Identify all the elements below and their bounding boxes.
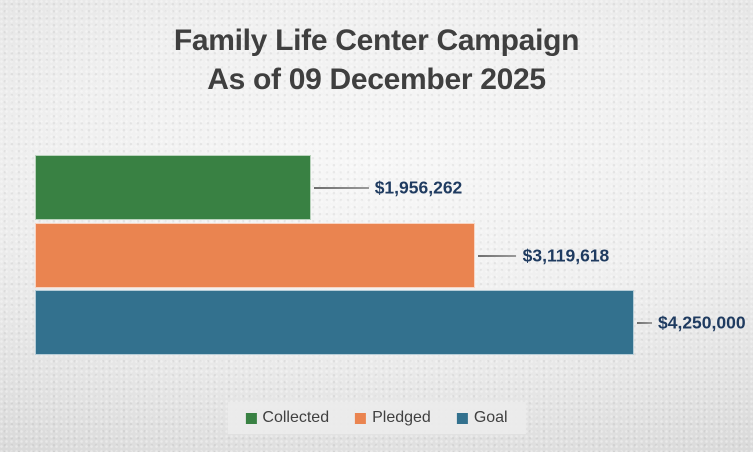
chart-title-line1: Family Life Center Campaign — [173, 24, 580, 57]
legend-swatch-pledged — [355, 412, 367, 424]
leader-line-pledged — [477, 254, 516, 257]
data-label-goal: $4,250,000 — [658, 312, 746, 332]
legend-label-pledged: Pledged — [372, 409, 431, 426]
bar-collected — [35, 155, 311, 220]
data-label-pledged: $3,119,618 — [522, 245, 610, 265]
data-label-collected: $1,956,262 — [374, 177, 463, 197]
legend-label-goal: Goal — [473, 409, 508, 426]
bar-goal — [35, 290, 634, 355]
legend-swatch-collected — [245, 412, 257, 424]
legend-item-pledged: Pledged — [355, 410, 431, 426]
chart-title-line2: As of 09 December 2025 — [207, 63, 546, 96]
bar-pledged — [35, 223, 475, 288]
legend-item-goal: Goal — [456, 409, 508, 426]
legend-swatch-goal — [456, 412, 468, 424]
legend-item-collected: Collected — [245, 410, 329, 426]
chart-legend: Collected Pledged Goal — [227, 402, 526, 434]
leader-line-collected — [313, 186, 369, 189]
chart-title: Family Life Center Campaign As of 09 Dec… — [0, 21, 753, 99]
leader-line-goal — [637, 321, 652, 324]
legend-label-collected: Collected — [262, 409, 330, 426]
